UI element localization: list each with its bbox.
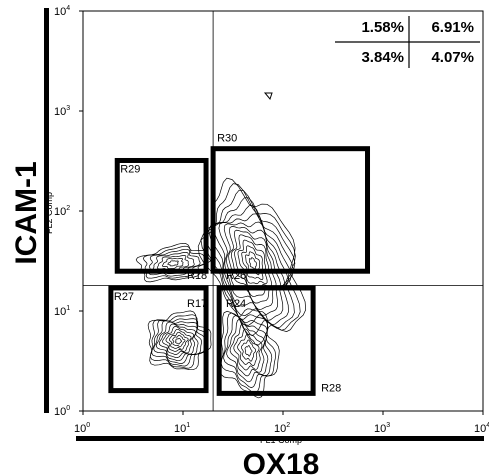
inner-label: R17 [187,298,207,310]
contour-line [155,321,199,362]
y-axis-title: ICAM-1 [10,161,43,264]
contour-line [162,326,194,355]
contour-line [229,323,265,377]
gate-label: R28 [321,382,341,394]
x-tick-label: 100 [74,422,90,435]
x-tick-label: 104 [474,422,489,435]
contour-line [156,255,189,272]
contour-lines [135,177,307,399]
plot-area [82,10,484,412]
x-channel-label: FL1 Comp [260,435,302,445]
gate-r28 [216,285,316,396]
quadrant-lower-right: 4.07% [431,49,474,66]
y-tick-label: 102 [54,205,70,218]
contour-line [241,339,257,362]
contour-line [147,310,212,371]
y-tick-label: 100 [54,405,70,418]
gate-r30 [210,146,371,274]
contour-line [244,345,253,357]
y-ticks: 100 101 102 103 104 [54,5,83,418]
contour-line [241,245,264,281]
y-tick-label: 103 [54,105,70,118]
contour-line [200,183,301,336]
contour-line [208,197,294,326]
gate-r27 [108,285,209,394]
contour-line [223,315,273,389]
contour-line [219,308,280,399]
marker-icon [263,92,273,101]
y-tick-label: 101 [54,305,70,318]
contour-line [197,177,307,346]
gate-label: R27 [114,291,134,303]
x-tick-label: 102 [274,422,290,435]
contour-line [226,318,269,383]
gate-r29 [114,157,209,274]
contour-line [135,242,212,283]
gate-label: R29 [120,163,140,175]
inner-label: R18 [187,270,207,282]
contour-line [233,328,263,371]
y-axis-bar [44,8,49,413]
x-tick-label: 103 [374,422,390,435]
contour-line [237,239,268,285]
contour-line [158,323,196,358]
x-axis-title: OX18 [243,448,320,476]
contour-line [172,334,186,348]
contour-line [142,245,207,279]
inner-label: R24 [226,298,246,310]
gate-label: R30 [217,133,237,145]
quadrant-lines [83,11,483,411]
contour-line [149,314,209,369]
inner-gate-labels: R18 R17 R26 R24 [187,270,246,310]
contour-line [162,258,184,269]
contour-line [175,337,183,345]
contour-line [165,328,192,352]
contour-line [167,260,179,267]
contour-line [248,257,257,270]
contour-line [237,334,260,366]
x-axis-bar [76,436,484,441]
x-ticks: 100 101 102 103 104 [74,411,489,435]
inner-label: R26 [226,270,246,282]
quadrant-upper-left: 1.58% [361,19,404,36]
y-tick-label: 104 [54,5,70,18]
gate-regions: R30 R29 R27 R28 [108,133,371,396]
quadrant-lower-left: 3.84% [361,49,404,66]
contour-line [151,318,206,367]
contour-line [169,331,189,350]
y-channel-label: FL2 Comp [44,192,54,234]
contour-line [220,312,277,394]
x-tick-label: 101 [174,422,190,435]
quadrant-upper-right: 6.91% [431,19,474,36]
